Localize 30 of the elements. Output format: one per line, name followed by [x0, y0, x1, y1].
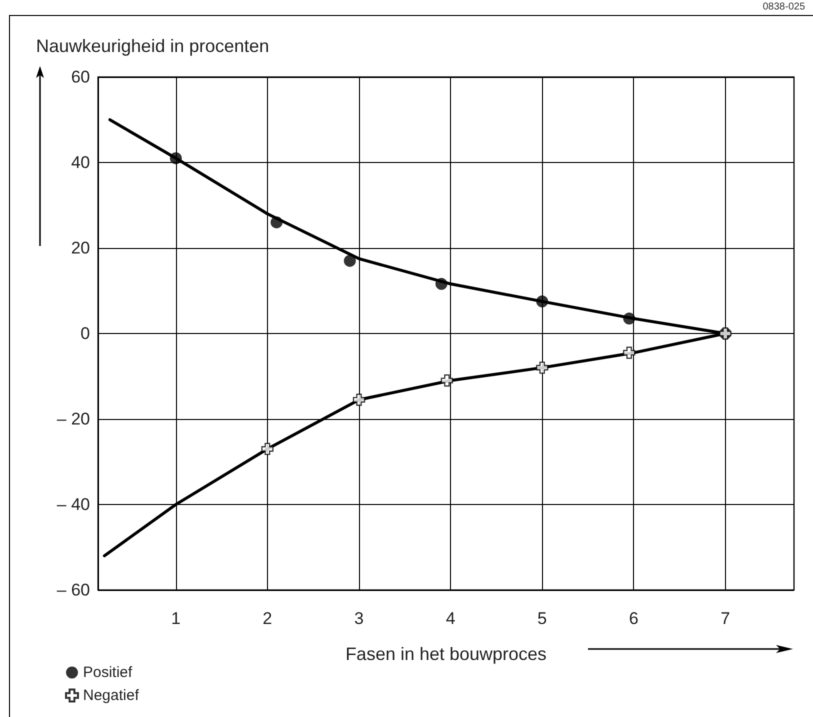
y-tick-label: – 60 — [56, 580, 90, 600]
x-tick-label: 6 — [629, 609, 638, 628]
point — [440, 374, 454, 387]
x-axis-title: Fasen in het bouwproces — [345, 644, 547, 664]
legend-label: Positief — [83, 664, 134, 681]
y-tick-label: 40 — [71, 153, 90, 172]
x-tick-label: 2 — [262, 609, 272, 628]
y-tick-label: 60 — [71, 68, 90, 86]
point — [261, 442, 274, 456]
text: 0838-025 — [762, 2, 806, 12]
y-tick-label: – 20 — [56, 410, 90, 428]
y-tick-label: – 40 — [56, 495, 90, 514]
legend-label: Negatief — [83, 687, 140, 704]
point — [435, 278, 448, 290]
x-tick-label: 5 — [537, 609, 547, 628]
x-tick-label: 3 — [354, 609, 364, 628]
point — [270, 216, 283, 228]
x-tick-label: 1 — [171, 609, 181, 628]
point — [623, 312, 636, 325]
point — [344, 254, 356, 267]
y-axis-title: Nauwkeurigheid in procenten — [36, 36, 270, 56]
point — [352, 394, 366, 406]
point — [623, 346, 636, 359]
x-tick-label: 4 — [446, 609, 456, 628]
x-tick-label: 7 — [720, 609, 730, 628]
y-tick-label: 0 — [80, 324, 90, 343]
point — [536, 362, 548, 374]
y-tick-label: 20 — [71, 238, 90, 258]
point — [536, 295, 548, 308]
point — [170, 152, 182, 164]
